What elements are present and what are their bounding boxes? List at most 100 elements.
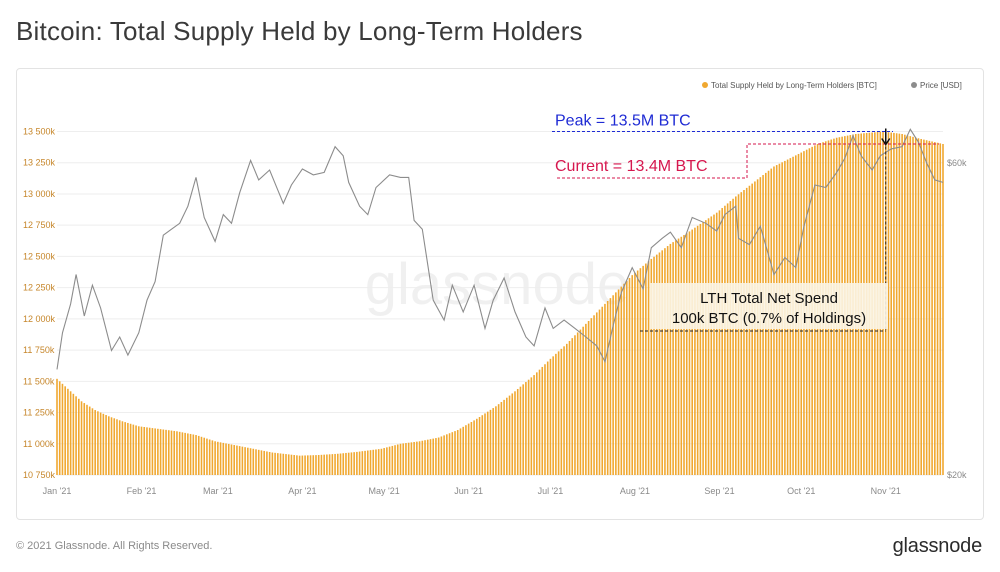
supply-bar [473, 420, 475, 475]
supply-bar [94, 410, 96, 475]
price-series [56, 128, 944, 370]
y-tick-label: 10 750k [23, 470, 56, 480]
legend-swatch-price [911, 82, 917, 88]
supply-bar [446, 434, 448, 475]
supply-bar [576, 332, 579, 475]
supply-bar [612, 295, 614, 475]
supply-bar [732, 198, 734, 475]
supply-bar [424, 440, 426, 475]
supply-bar [503, 399, 505, 475]
supply-bar [936, 142, 939, 475]
supply-bar [244, 447, 246, 475]
supply-bar [429, 439, 432, 475]
supply-bar [887, 132, 890, 475]
supply-bar [217, 441, 219, 475]
chart-frame: glassnode 10 750k 11 000k 11 250k 11 500k 11… [16, 68, 984, 520]
supply-bar [118, 420, 121, 475]
supply-bar [737, 194, 740, 475]
supply-bar [277, 453, 279, 475]
supply-bar [206, 438, 208, 475]
supply-bar [236, 445, 238, 475]
supply-bar [83, 403, 86, 475]
supply-bar [200, 436, 203, 475]
supply-bar [625, 280, 628, 475]
x-tick-label: Jul '21 [538, 486, 564, 496]
supply-bar [587, 321, 590, 475]
lth-supply-chart: glassnode 10 750k 11 000k 11 250k 11 500k 11… [23, 81, 967, 496]
annotations: Peak = 13.5M BTC Current = 13.4M BTC LTH T… [552, 112, 939, 332]
supply-bar [489, 409, 492, 475]
supply-bar [69, 391, 72, 475]
y2-tick-label: $20k [947, 470, 967, 480]
supply-bar [538, 369, 541, 475]
page-title: Bitcoin: Total Supply Held by Long-Term … [16, 16, 583, 46]
supply-bar [290, 454, 293, 475]
supply-bar [527, 379, 530, 475]
supply-bar [197, 435, 200, 475]
supply-bar [386, 447, 388, 475]
y-axis-left: 10 750k 11 000k 11 250k 11 500k 11 750k 12 00… [23, 126, 56, 480]
y2-tick-label: $60k [947, 158, 967, 168]
supply-bar [631, 275, 634, 475]
supply-bar [620, 286, 623, 475]
supply-bar [677, 238, 680, 475]
supply-bar [571, 338, 574, 475]
supply-bar [726, 203, 729, 475]
supply-bar [516, 388, 519, 475]
x-tick-label: Sep '21 [704, 486, 734, 496]
supply-bar [350, 452, 353, 475]
supply-bar [135, 425, 137, 475]
supply-bar [211, 440, 214, 475]
supply-bar [934, 142, 936, 475]
supply-bar [127, 422, 129, 475]
supply-bar [203, 437, 206, 475]
supply-bar [129, 423, 132, 475]
supply-bar [162, 429, 165, 475]
y-tick-label: 13 000k [23, 189, 56, 199]
supply-bar [623, 283, 625, 475]
supply-bar [271, 452, 274, 475]
supply-bar [241, 446, 244, 475]
supply-bar [595, 312, 598, 475]
supply-bar [148, 427, 151, 475]
supply-bar [519, 386, 522, 475]
supply-bar [748, 185, 751, 476]
supply-bar [942, 143, 944, 475]
supply-bar [904, 134, 906, 475]
peak-label: Peak = 13.5M BTC [555, 112, 691, 129]
supply-bar [358, 451, 361, 475]
supply-bar [565, 343, 568, 475]
supply-bar [282, 453, 285, 475]
supply-bar [500, 402, 503, 475]
supply-bar [636, 270, 639, 475]
legend-label-supply: Total Supply Held by Long-Term Holders [… [711, 81, 877, 90]
supply-bar [925, 140, 928, 475]
supply-bar [356, 451, 358, 475]
supply-bar [729, 201, 732, 476]
supply-bar [522, 384, 524, 475]
supply-bar [443, 435, 445, 475]
supply-bar [260, 450, 263, 475]
supply-bar [609, 298, 612, 475]
supply-bar [320, 454, 323, 475]
supply-bar [301, 455, 304, 475]
y-tick-label: 13 250k [23, 158, 56, 168]
supply-bar [645, 263, 647, 475]
supply-bar [536, 372, 538, 475]
supply-bar [685, 233, 688, 475]
supply-bar [696, 225, 699, 475]
supply-bar [255, 449, 257, 475]
supply-bar [707, 218, 710, 475]
price-line [56, 128, 944, 370]
supply-bar [225, 443, 227, 475]
supply-bar [143, 426, 146, 475]
supply-bar [639, 268, 642, 475]
supply-bar [530, 377, 533, 475]
supply-bar [721, 208, 723, 475]
supply-bar [181, 432, 184, 475]
supply-bar [642, 265, 644, 475]
supply-bar [72, 393, 75, 475]
supply-bar [497, 404, 500, 475]
y-tick-label: 12 500k [23, 251, 56, 261]
supply-bar [227, 443, 230, 475]
